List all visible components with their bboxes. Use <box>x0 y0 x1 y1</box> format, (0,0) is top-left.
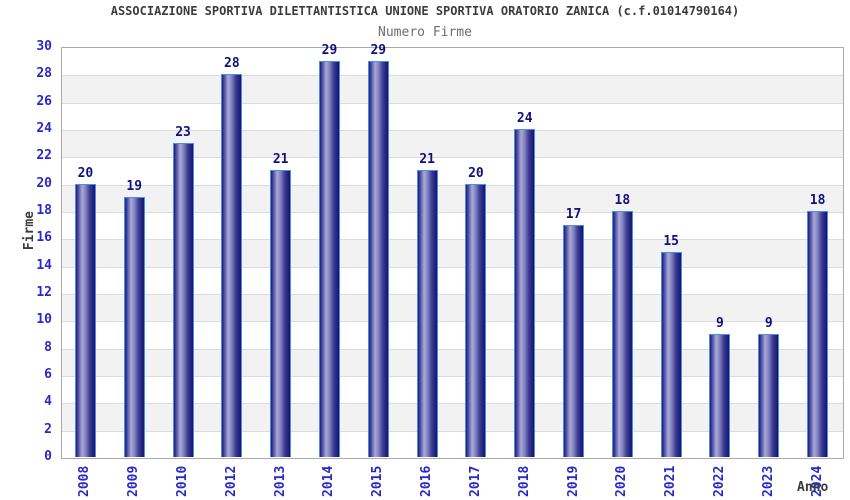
gridline <box>62 130 843 131</box>
y-tick-label: 4 <box>44 394 52 410</box>
y-tick-label: 26 <box>36 93 52 109</box>
x-tick-label: 2010 <box>175 465 191 497</box>
y-tick-label: 14 <box>36 257 52 273</box>
grid-band <box>62 75 843 103</box>
bar-value-label: 20 <box>468 165 484 181</box>
y-tick-label: 16 <box>36 230 52 246</box>
grid-band <box>62 48 843 76</box>
x-tick-label: 2022 <box>711 465 727 497</box>
bar[interactable] <box>172 142 194 457</box>
bar[interactable] <box>465 183 487 457</box>
gridline <box>62 376 843 377</box>
chart-subtitle: Numero Firme <box>378 25 472 40</box>
x-tick-label: 2020 <box>614 465 630 497</box>
gridline <box>62 185 843 186</box>
gridline <box>62 75 843 76</box>
x-tick-label: 2021 <box>663 465 679 497</box>
bar[interactable] <box>221 74 243 457</box>
gridline <box>62 294 843 295</box>
gridline <box>62 267 843 268</box>
bar[interactable] <box>563 224 585 457</box>
y-tick-label: 28 <box>36 66 52 82</box>
bar[interactable] <box>709 334 731 457</box>
x-tick-label: 2018 <box>516 465 532 497</box>
x-tick-label: 2008 <box>77 465 93 497</box>
bar[interactable] <box>758 334 780 457</box>
gridline <box>62 321 843 322</box>
bar-value-label: 29 <box>370 42 387 58</box>
bar-value-label: 23 <box>175 124 191 140</box>
y-tick-label: 8 <box>44 339 52 355</box>
bar-value-label: 21 <box>272 152 289 167</box>
y-tick-label: 12 <box>36 285 52 300</box>
y-tick-label: 2 <box>44 421 52 437</box>
x-tick-label: 2013 <box>272 465 288 497</box>
x-tick-label: 2023 <box>760 465 776 497</box>
y-tick-label: 24 <box>36 121 52 136</box>
x-tick-label: 2012 <box>223 465 239 497</box>
y-tick-label: 0 <box>44 449 52 464</box>
gridline <box>62 349 843 350</box>
x-tick-label: 2015 <box>370 465 386 497</box>
bar-value-label: 15 <box>663 234 679 249</box>
bar[interactable] <box>660 252 682 457</box>
bar-value-label: 18 <box>614 193 631 208</box>
x-tick-label: 2017 <box>467 465 483 497</box>
y-tick-label: 6 <box>44 367 52 382</box>
x-axis-label: Anno <box>797 480 829 495</box>
bar[interactable] <box>807 211 829 457</box>
bar-value-label: 19 <box>126 179 143 195</box>
chart-title: ASSOCIAZIONE SPORTIVA DILETTANTISTICA UN… <box>110 4 740 18</box>
y-tick-label: 22 <box>36 148 52 164</box>
bar[interactable] <box>318 60 340 457</box>
grid-band <box>62 102 843 130</box>
y-tick-label: 30 <box>36 39 52 54</box>
gridline <box>62 103 843 104</box>
bar[interactable] <box>74 183 96 457</box>
gridline <box>62 239 843 240</box>
bar[interactable] <box>367 60 389 457</box>
bar[interactable] <box>123 197 145 457</box>
bar-value-label: 17 <box>565 206 582 222</box>
x-tick-label: 2019 <box>565 465 581 497</box>
bar-value-label: 24 <box>516 111 533 126</box>
bar-value-label: 21 <box>419 152 435 167</box>
bar-value-label: 9 <box>764 316 773 331</box>
y-tick-label: 10 <box>36 312 52 328</box>
bar-value-label: 9 <box>716 316 724 331</box>
x-tick-label: 2014 <box>321 465 337 497</box>
bar-value-label: 18 <box>809 193 826 208</box>
x-tick-label: 2016 <box>419 465 435 497</box>
x-tick-label: 2009 <box>126 465 142 497</box>
gridline <box>62 212 843 213</box>
bar[interactable] <box>270 170 292 457</box>
bar-value-label: 28 <box>224 56 240 72</box>
bar-value-label: 20 <box>77 165 94 181</box>
y-tick-label: 20 <box>36 175 52 191</box>
bar[interactable] <box>514 129 536 457</box>
bar[interactable] <box>416 170 438 457</box>
bar[interactable] <box>611 211 633 457</box>
gridline <box>62 431 843 432</box>
bar-value-label: 29 <box>321 42 338 58</box>
y-tick-label: 18 <box>36 203 52 218</box>
gridline <box>62 157 843 158</box>
gridline <box>62 403 843 404</box>
